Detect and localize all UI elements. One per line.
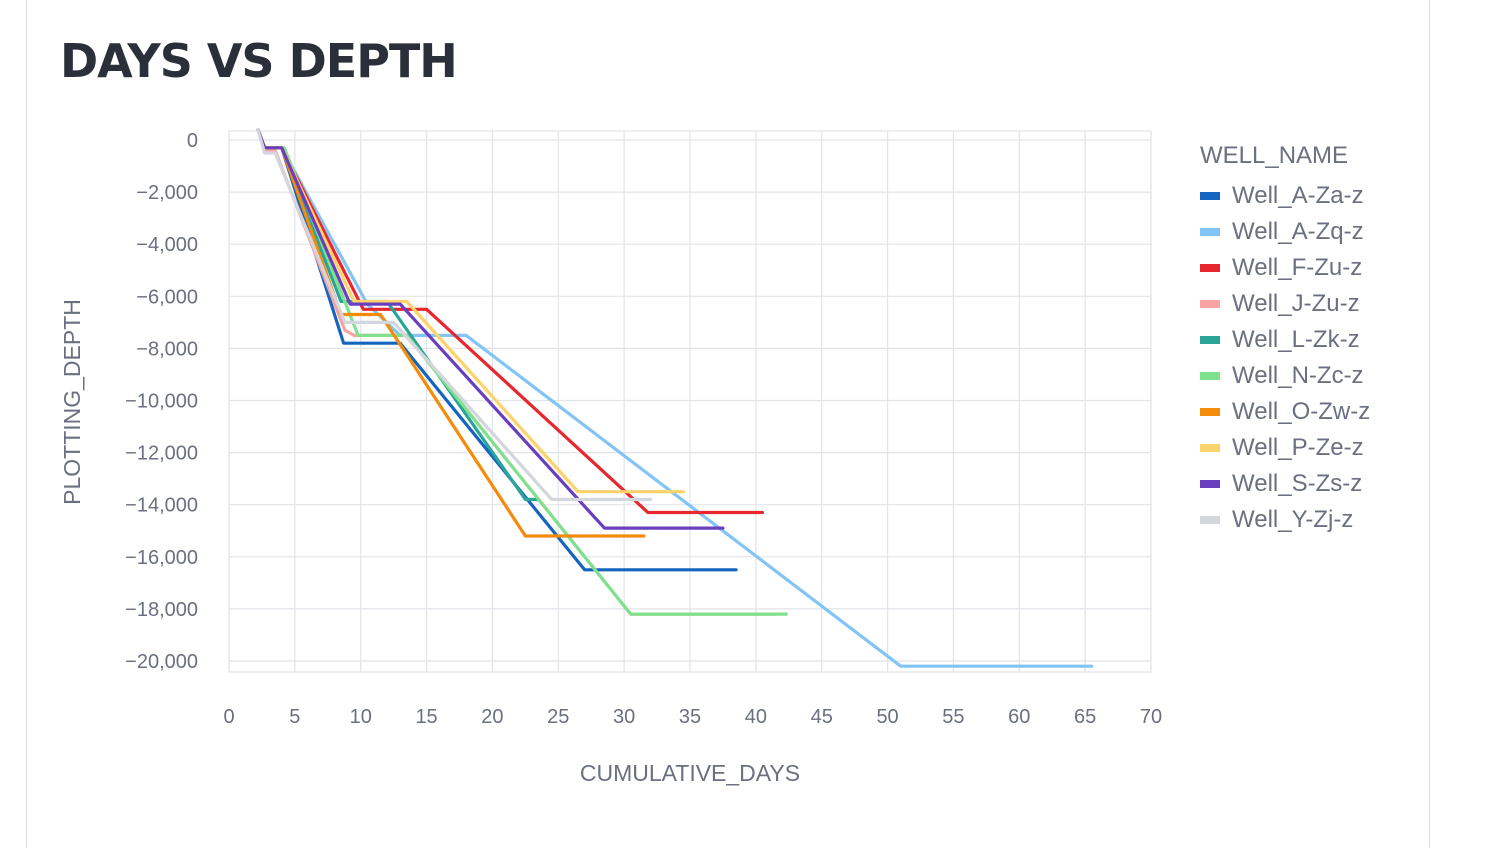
x-tick-label: 35 <box>679 706 701 728</box>
y-tick-label: −12,000 <box>125 443 198 465</box>
legend-item: Well_A-Zq-z <box>1200 214 1370 250</box>
y-tick-label: −6,000 <box>136 286 198 308</box>
x-tick-label: 5 <box>289 706 300 728</box>
legend-swatch <box>1200 516 1220 524</box>
x-tick-label: 0 <box>223 706 234 728</box>
x-tick-label: 60 <box>1008 706 1030 728</box>
legend-label: Well_F-Zu-z <box>1232 254 1363 281</box>
legend: WELL_NAME Well_A-Za-z Well_A-Zq-z Well_F-Z… <box>1200 142 1370 538</box>
x-tick-label: 25 <box>547 706 569 728</box>
y-tick-label: −10,000 <box>125 391 198 413</box>
legend-label: Well_S-Zs-z <box>1232 470 1363 497</box>
legend-swatch <box>1200 336 1220 344</box>
x-tick-label: 15 <box>415 706 437 728</box>
legend-item: Well_S-Zs-z <box>1200 466 1370 502</box>
legend-item: Well_L-Zk-z <box>1200 322 1370 358</box>
legend-swatch <box>1200 480 1220 488</box>
x-tick-label: 30 <box>613 706 635 728</box>
legend-label: Well_A-Zq-z <box>1232 218 1364 245</box>
y-tick-label: −18,000 <box>125 599 198 621</box>
x-tick-label: 50 <box>876 706 898 728</box>
legend-label: Well_P-Ze-z <box>1232 434 1364 461</box>
series-lines <box>256 128 1094 668</box>
legend-item: Well_N-Zc-z <box>1200 358 1370 394</box>
x-tick-labels: 0 5 10 15 20 25 30 35 40 45 50 55 60 65 70 <box>223 706 1162 728</box>
legend-label: Well_J-Zu-z <box>1232 290 1360 317</box>
legend-item: Well_Y-Zj-z <box>1200 502 1370 538</box>
y-tick-label: 0 <box>187 130 198 152</box>
x-tick-label: 10 <box>350 706 372 728</box>
series-line-well-y-zj-z <box>256 128 653 502</box>
x-tick-label: 65 <box>1074 706 1096 728</box>
legend-swatch <box>1200 408 1220 416</box>
series-line-well-a-zq-z <box>256 128 1094 668</box>
series-line-well-p-ze-z <box>256 128 686 494</box>
legend-items: Well_A-Za-z Well_A-Zq-z Well_F-Zu-z Well_J-… <box>1200 178 1370 538</box>
legend-item: Well_O-Zw-z <box>1200 394 1370 430</box>
legend-label: Well_O-Zw-z <box>1232 398 1371 425</box>
legend-label: Well_N-Zc-z <box>1232 362 1364 389</box>
legend-swatch <box>1200 300 1220 308</box>
legend-swatch <box>1200 192 1220 200</box>
legend-item: Well_P-Ze-z <box>1200 430 1370 466</box>
y-tick-label: −4,000 <box>136 234 198 256</box>
legend-swatch <box>1200 264 1220 272</box>
y-tick-label: −14,000 <box>125 495 198 517</box>
legend-label: Well_A-Za-z <box>1232 182 1364 209</box>
y-tick-label: −20,000 <box>125 651 198 673</box>
y-tick-label: −16,000 <box>125 547 198 569</box>
legend-swatch <box>1200 228 1220 236</box>
series-line-well-n-zc-z <box>256 128 788 616</box>
legend-label: Well_Y-Zj-z <box>1232 506 1354 533</box>
series-line-well-s-zs-z <box>256 128 725 530</box>
x-tick-label: 40 <box>745 706 767 728</box>
x-tick-label: 20 <box>481 706 503 728</box>
legend-item: Well_A-Za-z <box>1200 178 1370 214</box>
series-line-well-j-zu-z <box>256 128 778 616</box>
page-title: DAYS VS DEPTH <box>60 34 458 88</box>
legend-swatch <box>1200 444 1220 452</box>
legend-title: WELL_NAME <box>1200 142 1349 169</box>
x-axis-title: CUMULATIVE_DAYS <box>580 760 800 786</box>
y-tick-labels: 0 −2,000 −4,000 −6,000 −8,000 −10,000 −12,000 −… <box>125 130 198 673</box>
x-tick-label: 70 <box>1140 706 1162 728</box>
legend-label: Well_L-Zk-z <box>1232 326 1360 353</box>
y-tick-label: −8,000 <box>136 338 198 360</box>
legend-swatch <box>1200 372 1220 380</box>
x-tick-label: 45 <box>811 706 833 728</box>
legend-item: Well_J-Zu-z <box>1200 286 1370 322</box>
y-tick-label: −2,000 <box>136 182 198 204</box>
series-line-well-a-za-z <box>256 128 738 572</box>
y-axis-title: PLOTTING_DEPTH <box>59 299 85 505</box>
grid <box>228 130 1152 673</box>
x-tick-label: 55 <box>942 706 964 728</box>
legend-item: Well_F-Zu-z <box>1200 250 1370 286</box>
